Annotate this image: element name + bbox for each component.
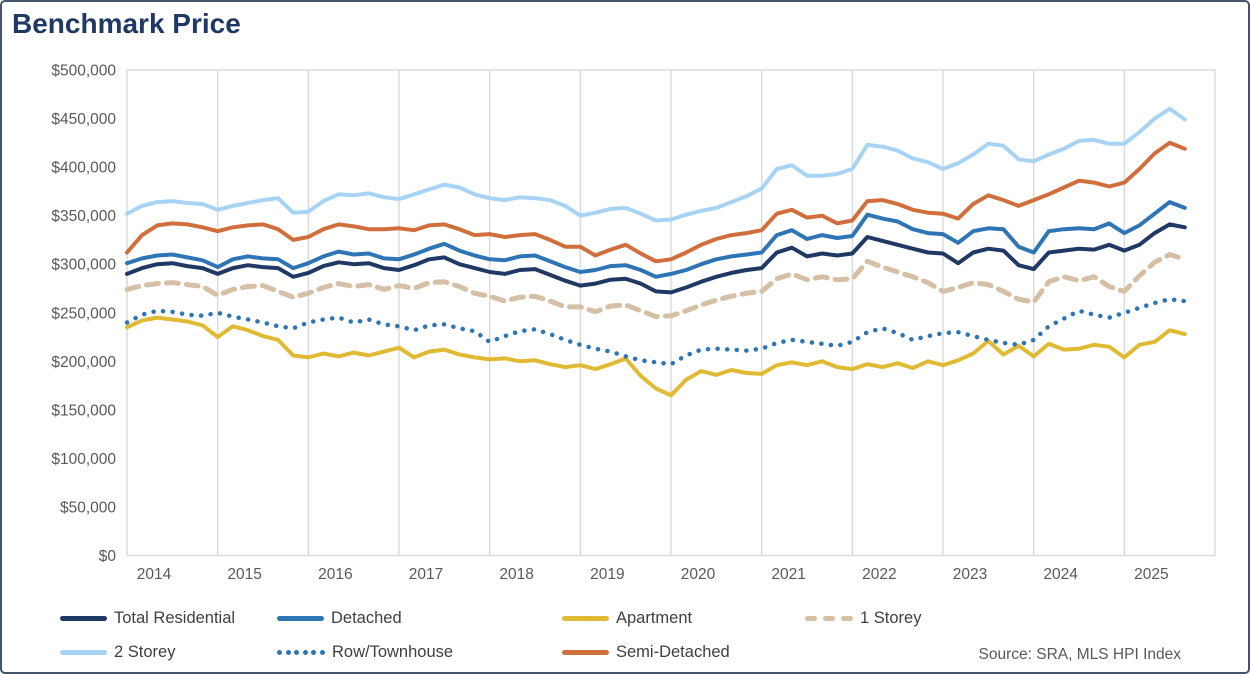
x-axis-tick-label: 2020 bbox=[681, 566, 716, 583]
legend-swatch-solid bbox=[562, 650, 609, 655]
legend-item-row-townhouse: Row/Townhouse bbox=[277, 643, 453, 662]
y-axis-tick-label: $200,000 bbox=[51, 354, 116, 371]
legend-item-apartment: Apartment bbox=[562, 609, 692, 628]
legend-swatch-solid bbox=[277, 616, 324, 621]
legend-swatch-solid bbox=[60, 616, 107, 621]
legend-item-semi-detached: Semi-Detached bbox=[562, 643, 730, 662]
y-axis-tick-label: $350,000 bbox=[51, 208, 116, 225]
x-axis-tick-label: 2019 bbox=[590, 566, 624, 583]
page-title: Benchmark Price bbox=[12, 8, 241, 39]
legend-label: 1 Storey bbox=[860, 609, 922, 627]
x-axis-tick-label: 2015 bbox=[227, 566, 261, 583]
y-axis-tick-label: $500,000 bbox=[51, 63, 116, 80]
x-axis-tick-label: 2021 bbox=[771, 566, 805, 583]
y-axis-tick-label: $450,000 bbox=[51, 111, 116, 128]
y-axis-tick-label: $150,000 bbox=[51, 402, 116, 419]
legend-swatch-solid bbox=[562, 616, 609, 621]
series-line-detached bbox=[125, 200, 1187, 279]
x-axis-tick-label: 2017 bbox=[409, 566, 443, 583]
x-axis-tick-label: 2014 bbox=[137, 566, 172, 583]
legend-label: Apartment bbox=[616, 609, 693, 627]
series-line-semi-detached bbox=[125, 140, 1187, 264]
legend-label: Detached bbox=[331, 609, 402, 627]
legend-item-1-storey: 1 Storey bbox=[805, 609, 921, 628]
legend-label: Semi-Detached bbox=[616, 643, 730, 661]
y-axis-tick-label: $50,000 bbox=[60, 499, 116, 516]
legend-label: 2 Storey bbox=[114, 643, 176, 661]
y-axis-tick-label: $300,000 bbox=[51, 257, 116, 274]
series-line-row-townhouse bbox=[124, 296, 1188, 367]
x-axis-tick-label: 2023 bbox=[953, 566, 987, 583]
x-axis-tick-label: 2025 bbox=[1134, 566, 1168, 583]
legend-label: Row/Townhouse bbox=[332, 643, 454, 661]
benchmark-price-chart: $500,000 $450,000 $400,000 $350,000 $300,000… bbox=[51, 63, 1216, 583]
legend-label: Total Residential bbox=[114, 609, 236, 627]
series-line-apartment bbox=[125, 315, 1187, 398]
y-axis-tick-label: $0 bbox=[99, 548, 117, 565]
legend-swatch-solid bbox=[60, 650, 107, 655]
x-axis-tick-label: 2016 bbox=[318, 566, 352, 583]
y-axis-tick-label: $100,000 bbox=[51, 451, 116, 468]
legend-swatch-dashed bbox=[805, 615, 853, 622]
source-note: Source: SRA, MLS HPI Index bbox=[978, 646, 1181, 663]
x-axis-tick-label: 2022 bbox=[862, 566, 896, 583]
legend-item-detached: Detached bbox=[277, 609, 402, 628]
legend-item-2-storey: 2 Storey bbox=[60, 643, 175, 662]
y-axis-tick-label: $400,000 bbox=[51, 160, 116, 177]
series-line-1-storey bbox=[124, 252, 1188, 320]
series-line-total-residential bbox=[125, 222, 1187, 295]
x-axis-tick-label: 2018 bbox=[499, 566, 533, 583]
x-axis-tick-label: 2024 bbox=[1043, 566, 1078, 583]
legend-swatch-dotted bbox=[277, 650, 325, 655]
y-axis-tick-label: $250,000 bbox=[51, 305, 116, 322]
legend-item-total-residential: Total Residential bbox=[60, 609, 235, 628]
series-line-2-storey bbox=[125, 106, 1187, 223]
